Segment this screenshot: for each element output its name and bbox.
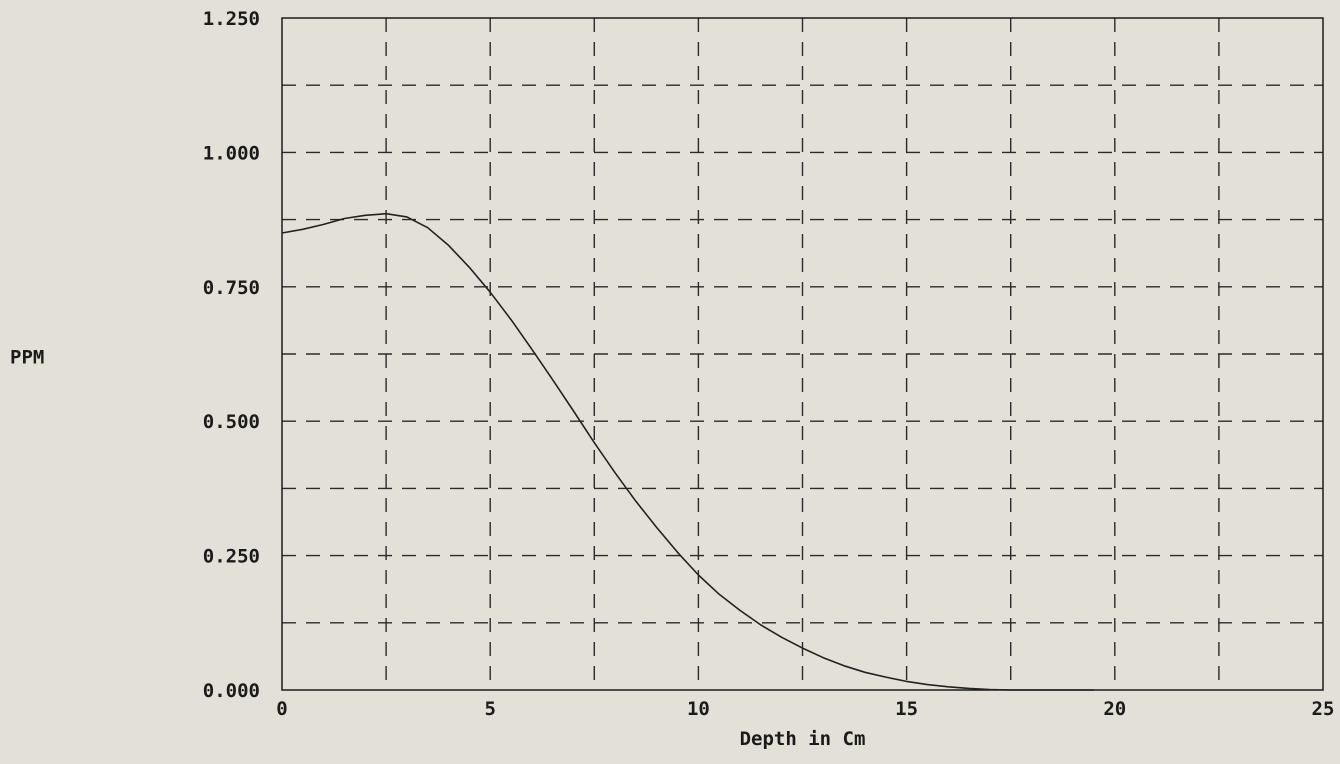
y-tick-label: 1.000 [203,142,260,164]
x-axis-title: Depth in Cm [740,728,866,750]
grid-lines [282,18,1323,690]
x-tick-label: 5 [484,698,495,720]
y-tick-label: 0.250 [203,546,260,568]
x-tick-label: 0 [276,698,287,720]
y-tick-label: 0.000 [203,680,260,702]
x-tick-label: 15 [895,698,918,720]
y-tick-label: 1.250 [203,8,260,30]
y-tick-label: 0.750 [203,277,260,299]
plot-area-frame [281,17,1324,691]
x-tick-label: 10 [687,698,710,720]
x-tick-label: 25 [1312,698,1335,720]
y-axis-title: PPM [10,347,44,369]
series-layer [281,212,1094,691]
series-line-1 [281,212,1094,691]
y-tick-label: 0.500 [203,411,260,433]
axis-ticks: 0 5 10 15 20 25 0.000 0.250 0.500 0.750 1.000 1.250 [203,8,1335,720]
x-tick-label: 20 [1103,698,1126,720]
